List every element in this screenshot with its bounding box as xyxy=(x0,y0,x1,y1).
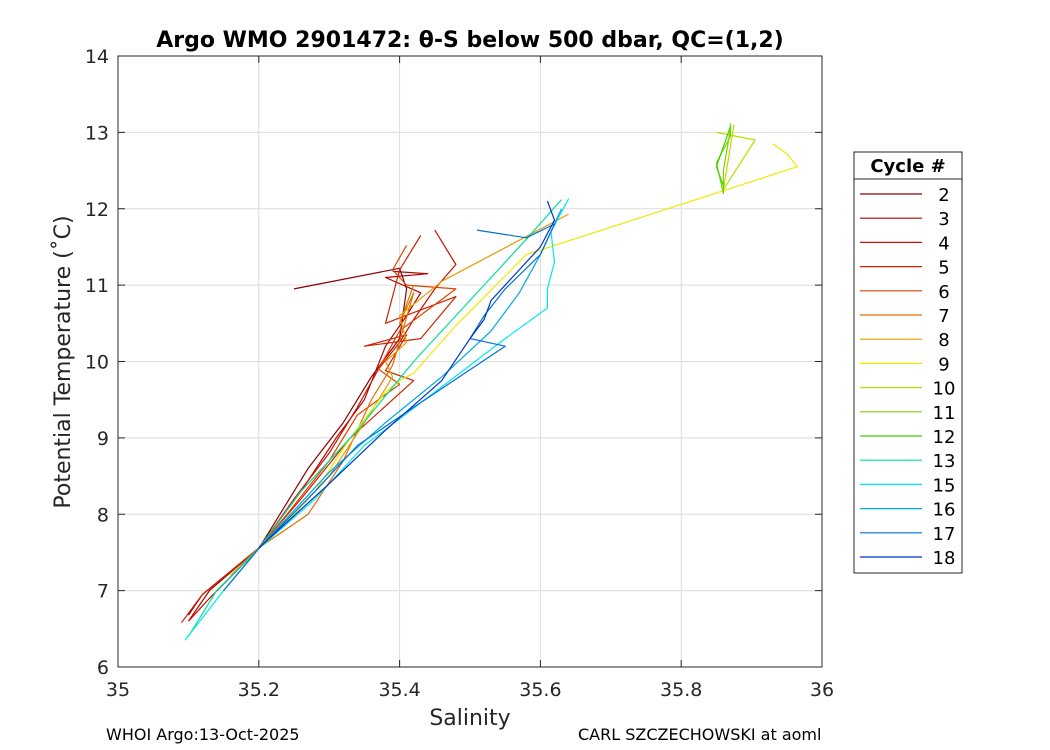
legend-label-cycle-16: 16 xyxy=(933,500,956,521)
y-tick-label: 8 xyxy=(97,504,109,526)
y-tick-label: 11 xyxy=(85,275,109,297)
series-line-cycle-16 xyxy=(258,208,563,550)
legend-label-cycle-6: 6 xyxy=(938,282,949,303)
series-line-cycle-12 xyxy=(715,126,732,187)
legend-label-cycle-8: 8 xyxy=(938,330,949,351)
footer-credit-date: WHOI Argo:13-Oct-2025 xyxy=(106,725,300,744)
series-line-cycle-11 xyxy=(715,123,732,195)
legend-label-cycle-11: 11 xyxy=(933,403,956,424)
x-tick-label: 35.6 xyxy=(519,679,561,701)
y-tick-label: 7 xyxy=(97,581,109,603)
series-line-cycle-7 xyxy=(230,284,415,576)
y-tick-label: 14 xyxy=(85,46,109,68)
y-tick-label: 10 xyxy=(85,352,109,374)
y-tick-label: 9 xyxy=(97,428,109,450)
footer-author: CARL SZCZECHOWSKI at aoml xyxy=(578,725,822,744)
legend-label-cycle-12: 12 xyxy=(933,427,956,448)
x-axis-label: Salinity xyxy=(429,706,510,731)
legend-label-cycle-5: 5 xyxy=(938,258,949,279)
legend-title: Cycle # xyxy=(870,156,945,177)
legend-label-cycle-10: 10 xyxy=(933,379,956,400)
series-line-cycle-13 xyxy=(187,199,562,637)
legend-label-cycle-3: 3 xyxy=(938,209,949,230)
axis-ticks: 35 35.2 35.4 35.6 35.8 36 6 7 8 9 10 11 12 13 14 xyxy=(85,46,834,701)
series-lines xyxy=(180,123,799,641)
legend-label-cycle-15: 15 xyxy=(933,475,956,496)
legend-label-cycle-7: 7 xyxy=(938,306,949,327)
legend-label-cycle-9: 9 xyxy=(938,354,949,375)
x-tick-label: 35.8 xyxy=(660,679,702,701)
legend-label-cycle-4: 4 xyxy=(938,233,949,254)
legend-box xyxy=(853,151,963,574)
legend: Cycle # 2 3 4 5 6 7 8 9 10 11 12 13 15 16 17 18 xyxy=(853,151,963,574)
y-axis-label: Potential Temperature (˚C) xyxy=(51,215,76,508)
series-line-cycle-6 xyxy=(258,245,457,549)
legend-label-cycle-17: 17 xyxy=(933,524,956,545)
series-line-cycle-18 xyxy=(258,200,556,549)
legend-label-cycle-18: 18 xyxy=(933,548,956,569)
series-line-cycle-10 xyxy=(716,124,756,191)
x-tick-label: 36 xyxy=(810,679,834,701)
x-tick-label: 35.2 xyxy=(238,679,280,701)
y-tick-label: 13 xyxy=(85,122,109,144)
y-tick-label: 12 xyxy=(85,199,109,221)
legend-label-cycle-13: 13 xyxy=(933,451,956,472)
chart-title: Argo WMO 2901472: θ-S below 500 dbar, QC… xyxy=(156,28,784,53)
x-tick-label: 35.4 xyxy=(378,679,420,701)
y-tick-label: 6 xyxy=(97,657,109,679)
legend-label-cycle-2: 2 xyxy=(938,185,949,206)
x-tick-label: 35 xyxy=(106,679,130,701)
